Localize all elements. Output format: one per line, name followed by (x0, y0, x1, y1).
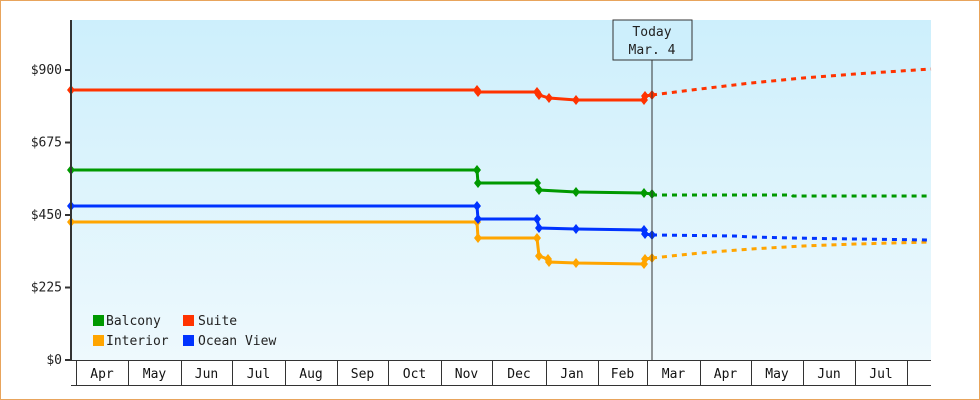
data-point-marker (641, 229, 649, 239)
data-point-marker (572, 187, 580, 197)
data-point-marker (533, 233, 541, 243)
month-label: Nov (455, 367, 479, 382)
month-label: May (143, 367, 167, 382)
projection-line (651, 67, 932, 97)
month-label: Aug (299, 367, 322, 382)
month-label: Apr (90, 367, 114, 382)
plot-area (71, 20, 931, 360)
series-layer (67, 67, 932, 269)
series-ocean (67, 201, 932, 242)
x-axis-months: Apr May Jun Jul Aug Sep Oct Nov Dec Jan Feb Mar Apr M… (71, 360, 931, 386)
projection-line (652, 193, 931, 198)
legend-swatch-suite (183, 315, 194, 326)
month-label: Jun (817, 367, 840, 382)
series-interior (67, 217, 932, 269)
y-axis-ticks: $0 $225 $450 $675 $900 (31, 63, 71, 368)
legend-swatch-interior (93, 335, 104, 346)
legend-swatch-ocean-view (183, 335, 194, 346)
data-point-marker (474, 214, 482, 224)
today-label: Today (632, 25, 671, 40)
month-label: Apr (714, 367, 738, 382)
data-point-marker (533, 214, 541, 224)
data-point-marker (641, 254, 649, 264)
data-point-marker (473, 201, 481, 211)
data-point-marker (535, 251, 543, 261)
legend-label-suite: Suite (198, 314, 237, 329)
y-tick-label: $225 (31, 281, 62, 296)
data-point-marker (545, 93, 553, 103)
data-point-marker (535, 90, 543, 100)
data-point-marker (572, 258, 580, 268)
month-label: Dec (507, 367, 530, 382)
data-point-marker (535, 185, 543, 195)
legend-label-ocean-view: Ocean View (198, 334, 276, 349)
y-tick-label: $450 (31, 208, 62, 223)
month-label: Jul (869, 367, 892, 382)
data-point-marker (641, 91, 649, 101)
data-point-marker (474, 233, 482, 243)
today-marker: Today Mar. 4 (612, 19, 693, 360)
data-point-marker (473, 165, 481, 175)
projection-line (651, 240, 932, 260)
month-label: Jul (247, 367, 270, 382)
month-label: Oct (403, 367, 426, 382)
data-point-marker (474, 87, 482, 97)
today-box (612, 19, 693, 61)
data-point-marker (572, 224, 580, 234)
series-suite (67, 67, 932, 105)
legend: Balcony Suite Interior Ocean View (93, 314, 276, 349)
data-point-marker (572, 95, 580, 105)
month-label: Sep (351, 367, 375, 382)
month-label: Jan (560, 367, 583, 382)
month-label: Mar (662, 367, 686, 382)
y-tick-label: $0 (46, 353, 62, 368)
month-label: May (765, 367, 789, 382)
month-label: Feb (611, 367, 635, 382)
today-date: Mar. 4 (629, 43, 676, 58)
data-point-marker (535, 223, 543, 233)
data-point-marker (474, 178, 482, 188)
series-balcony (67, 165, 931, 199)
data-point-marker (640, 188, 648, 198)
data-point-marker (545, 257, 553, 267)
legend-label-balcony: Balcony (106, 314, 161, 329)
legend-label-interior: Interior (106, 334, 169, 349)
y-tick-label: $900 (31, 63, 62, 78)
legend-swatch-balcony (93, 315, 104, 326)
y-tick-label: $675 (31, 136, 62, 151)
month-label: Jun (195, 367, 218, 382)
